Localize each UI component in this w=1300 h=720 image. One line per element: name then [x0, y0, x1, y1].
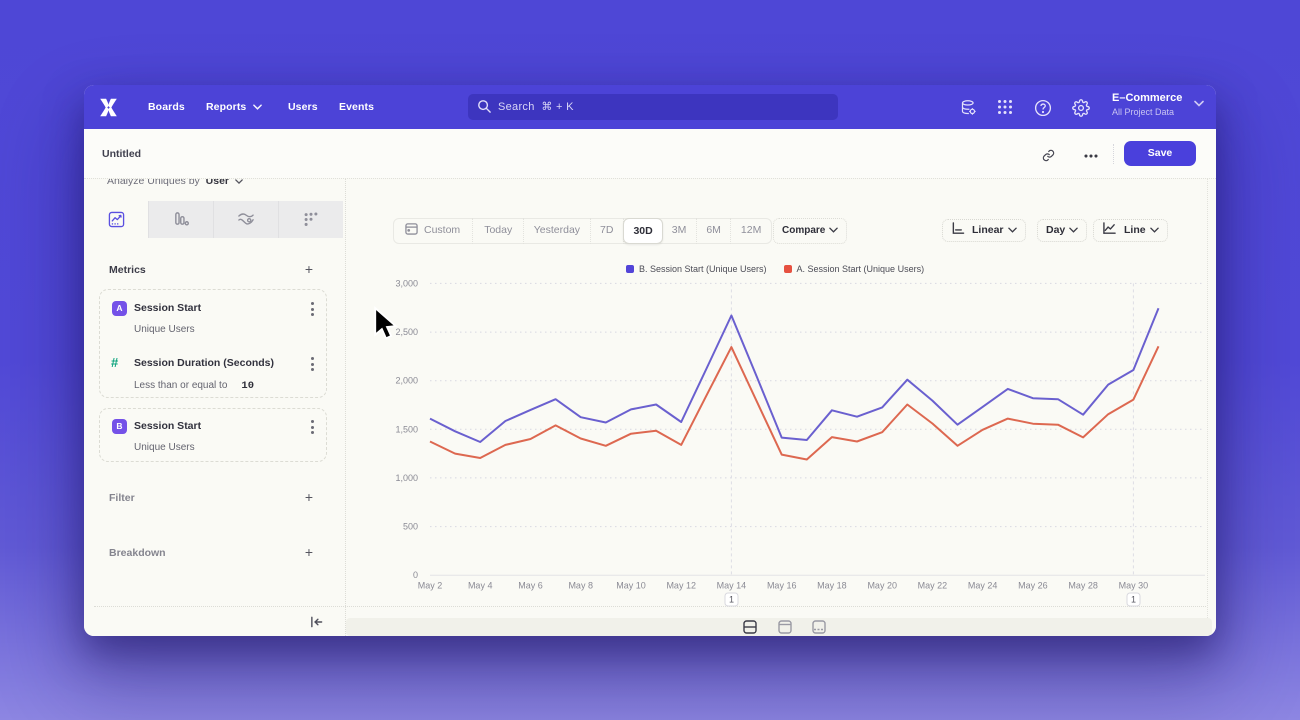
svg-text:May 24: May 24: [968, 581, 998, 591]
svg-text:3,000: 3,000: [395, 278, 418, 288]
svg-text:May 30: May 30: [1119, 581, 1149, 591]
svg-text:1: 1: [1131, 595, 1136, 605]
svg-text:May 8: May 8: [568, 581, 593, 591]
svg-text:0: 0: [413, 570, 418, 580]
svg-text:May 16: May 16: [767, 581, 797, 591]
svg-text:1,500: 1,500: [395, 424, 418, 434]
svg-text:May 4: May 4: [468, 581, 493, 591]
svg-text:May 20: May 20: [867, 581, 897, 591]
svg-text:May 28: May 28: [1068, 581, 1098, 591]
svg-text:1: 1: [729, 595, 734, 605]
svg-text:May 14: May 14: [717, 581, 747, 591]
svg-text:May 12: May 12: [666, 581, 696, 591]
svg-text:1,000: 1,000: [395, 473, 418, 483]
svg-text:May 26: May 26: [1018, 581, 1048, 591]
svg-text:May 18: May 18: [817, 581, 847, 591]
svg-text:2,500: 2,500: [395, 327, 418, 337]
svg-text:May 2: May 2: [418, 581, 443, 591]
svg-text:May 10: May 10: [616, 581, 646, 591]
svg-text:500: 500: [403, 522, 418, 532]
svg-text:May 6: May 6: [518, 581, 543, 591]
svg-text:May 22: May 22: [918, 581, 948, 591]
svg-text:2,000: 2,000: [395, 376, 418, 386]
